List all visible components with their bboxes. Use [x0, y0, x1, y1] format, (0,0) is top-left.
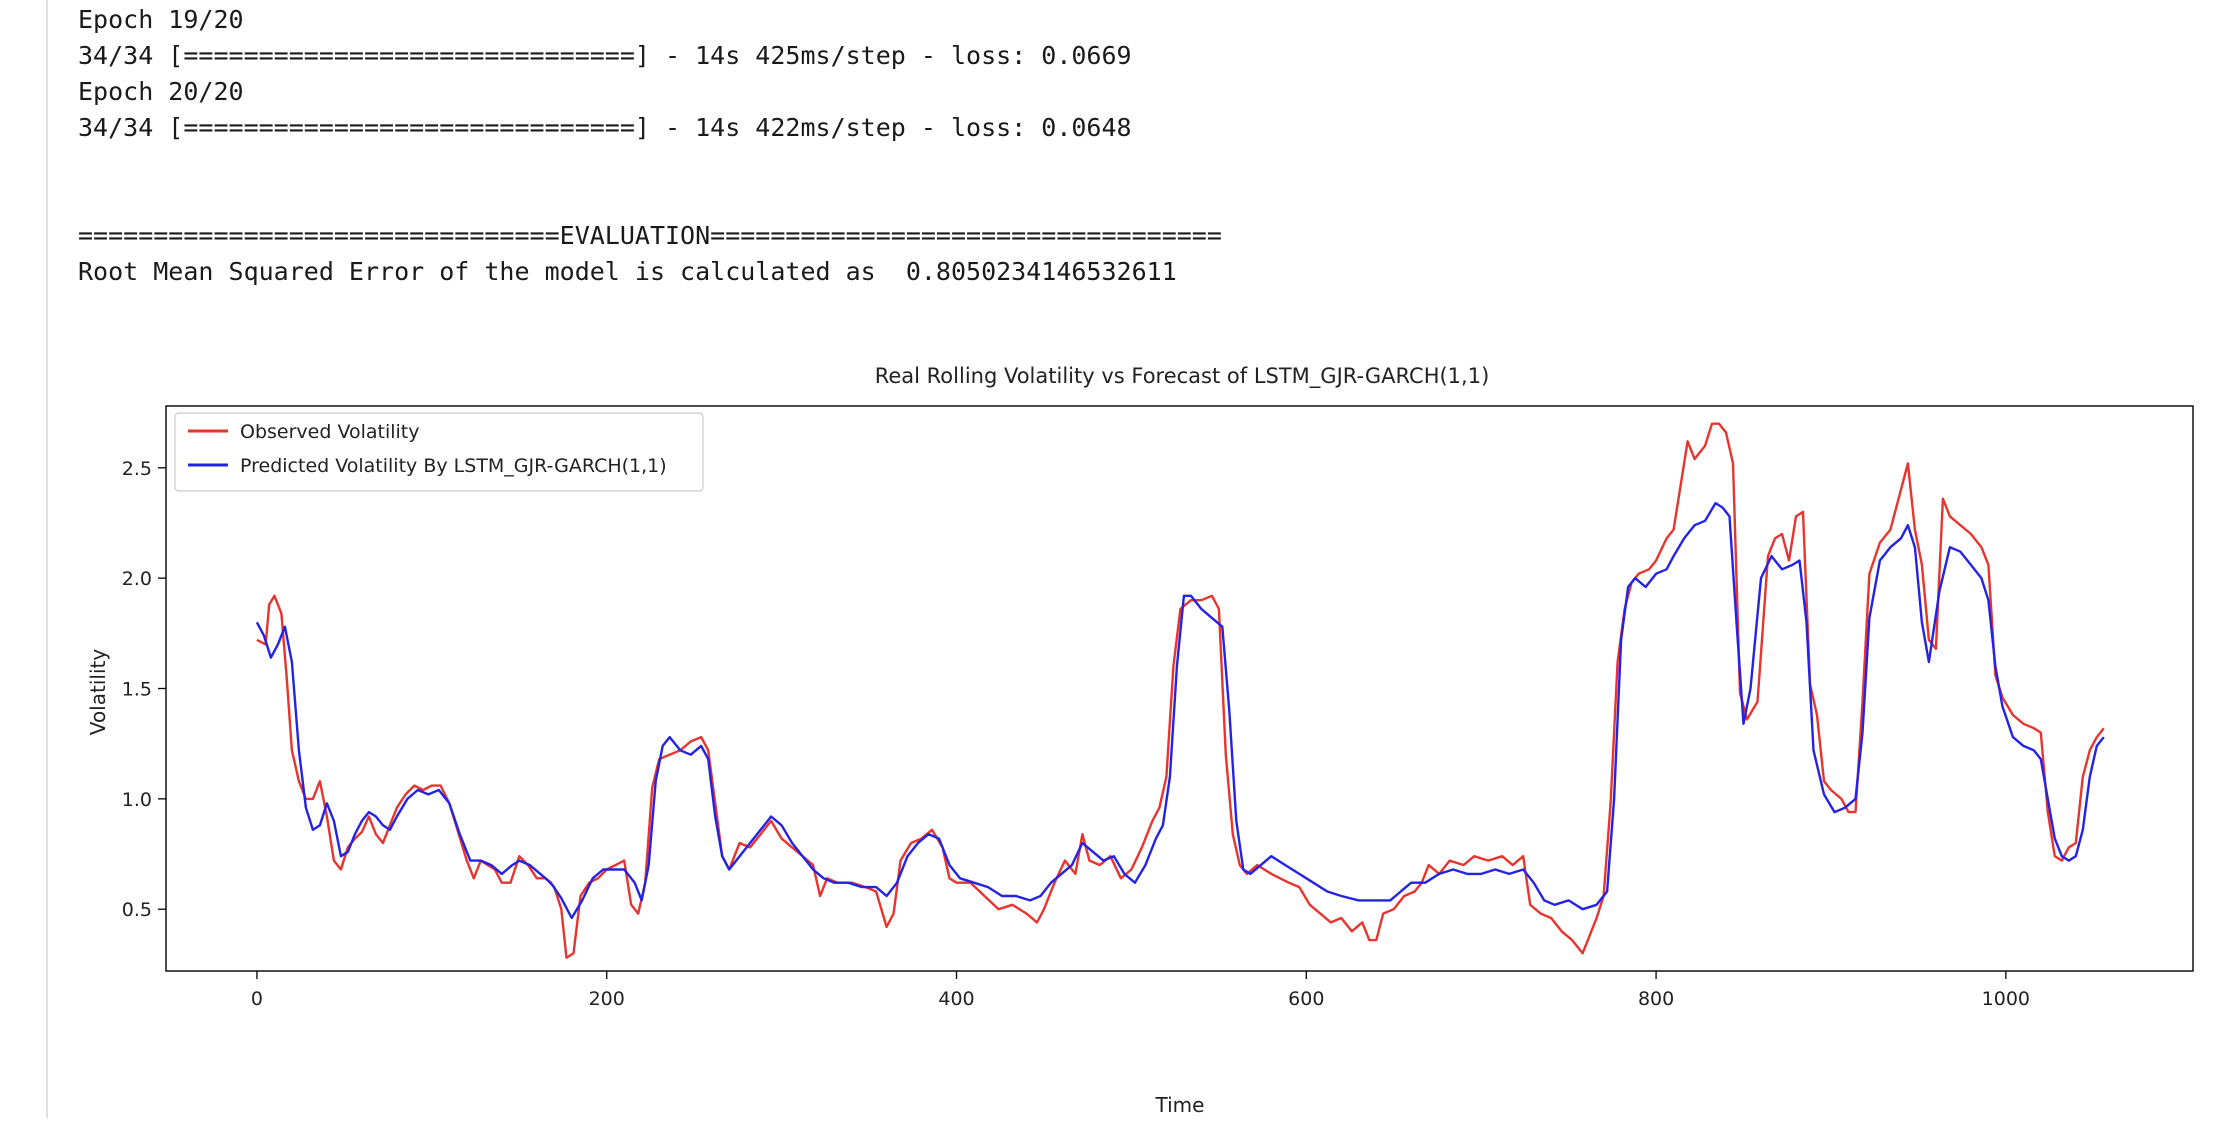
x-tick-label: 600: [1288, 988, 1324, 1010]
evaluation-header: ================================EVALUATI…: [78, 221, 1222, 250]
x-tick-label: 400: [938, 988, 974, 1010]
console-line: Epoch 19/20: [78, 5, 244, 34]
x-tick-label: 0: [251, 988, 263, 1010]
series-lines: [255, 422, 2105, 959]
legend-label-predicted: Predicted Volatility By LSTM_GJR-GARCH(1…: [240, 455, 667, 477]
y-axis: 0.5 1.0 1.5 2.0 2.5: [122, 458, 166, 921]
volatility-chart: Real Rolling Volatility vs Forecast of L…: [86, 364, 2194, 1117]
x-tick-label: 800: [1638, 988, 1674, 1010]
x-axis: 0 200 400 600 800 1000: [251, 971, 2030, 1010]
chart-figure: Real Rolling Volatility vs Forecast of L…: [0, 340, 2222, 1118]
y-tick-label: 1.0: [122, 789, 152, 811]
x-tick-label: 1000: [1982, 988, 2030, 1010]
legend-label-observed: Observed Volatility: [240, 421, 420, 443]
notebook-cell-border: [46, 0, 48, 1118]
y-tick-label: 2.0: [122, 568, 152, 590]
x-tick-label: 200: [589, 988, 625, 1010]
predicted-volatility-line: [255, 501, 2105, 920]
console-line: Epoch 20/20: [78, 77, 244, 106]
y-tick-label: 0.5: [122, 899, 152, 921]
chart-title: Real Rolling Volatility vs Forecast of L…: [875, 364, 1490, 389]
x-axis-label: Time: [1155, 1093, 1205, 1117]
console-line: 34/34 [==============================] -…: [78, 41, 1132, 70]
console-line: 34/34 [==============================] -…: [78, 113, 1132, 142]
legend-box: [174, 412, 704, 492]
observed-volatility-line: [256, 422, 2105, 959]
y-tick-label: 1.5: [122, 679, 152, 701]
y-tick-label: 2.5: [122, 458, 152, 480]
chart-legend: Observed Volatility Predicted Volatility…: [174, 412, 704, 492]
console-output: Epoch 19/20 34/34 [=====================…: [78, 2, 2178, 290]
rmse-line: Root Mean Squared Error of the model is …: [78, 257, 1177, 286]
y-axis-label: Volatility: [86, 649, 110, 736]
plot-area: [165, 405, 2194, 972]
